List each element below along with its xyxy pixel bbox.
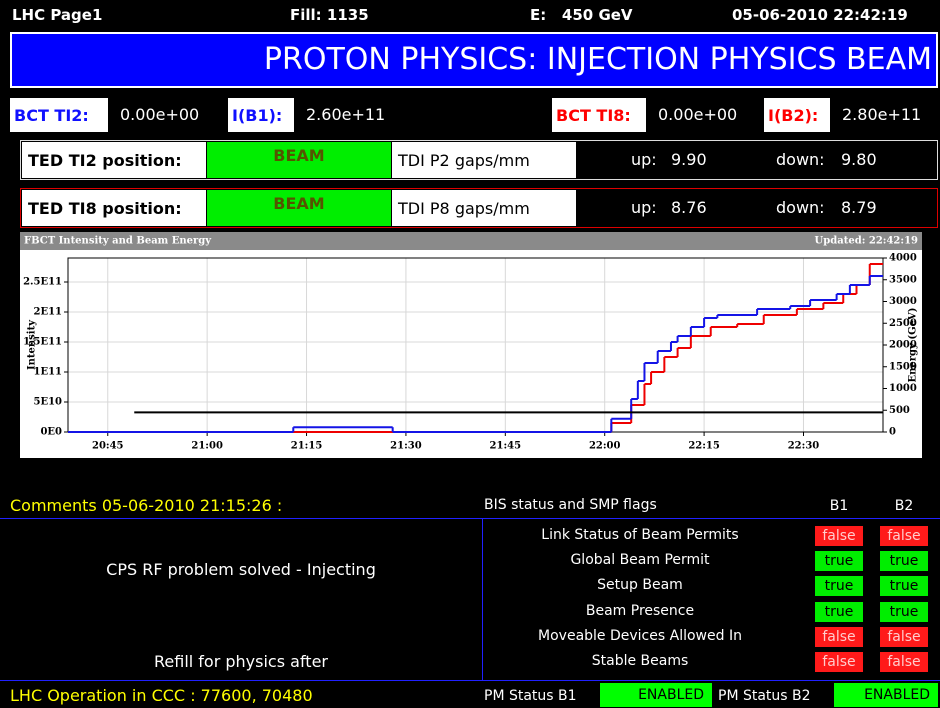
y-axis-label: Intensity	[27, 319, 38, 370]
comment-line: CPS RF problem solved - Injecting	[106, 560, 376, 579]
chart-title: FBCT Intensity and Beam Energy	[24, 236, 212, 247]
down-value: 8.79	[841, 198, 877, 217]
ted-state: BEAM	[207, 190, 391, 226]
bct-ti2-value: 0.00e+00	[120, 105, 200, 124]
divider	[0, 680, 940, 681]
x-tick-label: 21:00	[191, 441, 223, 452]
chart-background	[20, 232, 922, 458]
x-tick-label: 20:45	[92, 441, 124, 452]
flag-value: false	[815, 652, 863, 672]
ib2-label: I(B2):	[764, 98, 830, 132]
pm-b2-label: PM Status B2	[718, 688, 811, 704]
y-tick-label: 0E0	[40, 427, 62, 438]
flag-name: Moveable Devices Allowed In	[538, 627, 742, 644]
operation: LHC Operation in CCC : 77600, 70480	[10, 686, 313, 705]
ted-row: TED TI2 position: BEAM TDI P2 gaps/mm up…	[20, 140, 938, 180]
flag-value: true	[880, 576, 928, 597]
flag-name: Stable Beams	[591, 653, 689, 669]
flag-name: Beam Presence	[585, 602, 695, 619]
x-tick-label: 21:15	[291, 441, 323, 452]
datetime: 05-06-2010 22:42:19	[732, 6, 908, 24]
pm-b2-status: ENABLED	[834, 683, 938, 707]
flag-value: true	[880, 601, 928, 622]
divider	[0, 518, 940, 519]
flag-name: Link Status of Beam Permits	[541, 527, 739, 543]
flag-value: false	[815, 626, 863, 647]
flag-value: true	[815, 601, 863, 622]
flag-value: false	[880, 626, 928, 647]
tdi-label: TDI P8 gaps/mm	[392, 190, 576, 226]
y2-axis-label: Energy (GeV)	[908, 308, 919, 383]
page-name: LHC Page1	[12, 6, 103, 24]
bct-ti2-label: BCT TI2:	[10, 98, 108, 132]
ted-label: TED TI8 position:	[22, 190, 206, 226]
flag-value: true	[815, 576, 863, 597]
ted-state: BEAM	[207, 142, 391, 178]
flags-title: BIS status and SMP flags	[484, 497, 657, 513]
y2-tick-label: 3500	[889, 274, 917, 285]
y2-tick-label: 3000	[889, 296, 917, 307]
y-tick-label: 2E11	[34, 307, 63, 318]
pm-b1-label: PM Status B1	[484, 688, 577, 704]
divider	[482, 518, 483, 680]
pm-b1-status: ENABLED	[600, 683, 712, 707]
x-tick-label: 21:30	[390, 441, 422, 452]
x-tick-label: 22:00	[589, 441, 621, 452]
flag-name: Global Beam Permit	[570, 552, 710, 569]
flag-value: true	[880, 551, 928, 572]
energy: E: 450 GeV	[530, 6, 633, 24]
ted-row: TED TI8 position: BEAM TDI P8 gaps/mm up…	[20, 188, 938, 228]
y2-tick-label: 1000	[889, 383, 917, 394]
comments-title: Comments 05-06-2010 21:15:26 :	[10, 496, 283, 515]
y2-tick-label: 4000	[889, 253, 917, 264]
ib1-value: 2.60e+11	[306, 105, 386, 124]
flag-value: false	[815, 526, 863, 546]
fill: Fill: 1135	[290, 6, 369, 24]
flag-value: true	[815, 551, 863, 572]
down-value: 9.80	[841, 150, 877, 169]
chart-header	[20, 232, 922, 250]
column-header: B1	[829, 498, 849, 514]
ted-label: TED TI2 position:	[22, 142, 206, 178]
y2-tick-label: 0	[889, 427, 896, 438]
x-tick-label: 22:15	[688, 441, 720, 452]
up-label: up:	[631, 150, 657, 169]
ib2-value: 2.80e+11	[842, 105, 922, 124]
chart: FBCT Intensity and Beam Energy Updated: …	[20, 232, 922, 458]
flag-value: false	[880, 526, 928, 546]
flag-name: Setup Beam	[597, 577, 683, 594]
up-value: 9.90	[671, 150, 707, 169]
y2-tick-label: 1500	[889, 361, 917, 372]
up-label: up:	[631, 198, 657, 217]
y-tick-label: 1E11	[34, 367, 63, 378]
down-label: down:	[776, 150, 825, 169]
comment-line: Refill for physics after	[154, 652, 328, 671]
down-label: down:	[776, 198, 825, 217]
y-tick-label: 2.5E11	[23, 277, 62, 288]
ib1-label: I(B1):	[228, 98, 294, 132]
up-value: 8.76	[671, 198, 707, 217]
bct-ti8-label: BCT TI8:	[552, 98, 646, 132]
x-tick-label: 22:30	[788, 441, 820, 452]
y-tick-label: 5E10	[34, 397, 63, 408]
y-tick-label: 1.5E11	[23, 337, 62, 348]
y2-tick-label: 2000	[889, 340, 917, 351]
flag-value: false	[880, 652, 928, 672]
column-header: B2	[894, 498, 914, 514]
tdi-label: TDI P2 gaps/mm	[392, 142, 576, 178]
bct-ti8-value: 0.00e+00	[658, 105, 738, 124]
y2-tick-label: 500	[889, 405, 910, 416]
banner: PROTON PHYSICS: INJECTION PHYSICS BEAM	[10, 32, 938, 88]
y2-tick-label: 2500	[889, 318, 917, 329]
chart-updated: Updated: 22:42:19	[815, 236, 919, 247]
x-tick-label: 21:45	[490, 441, 522, 452]
